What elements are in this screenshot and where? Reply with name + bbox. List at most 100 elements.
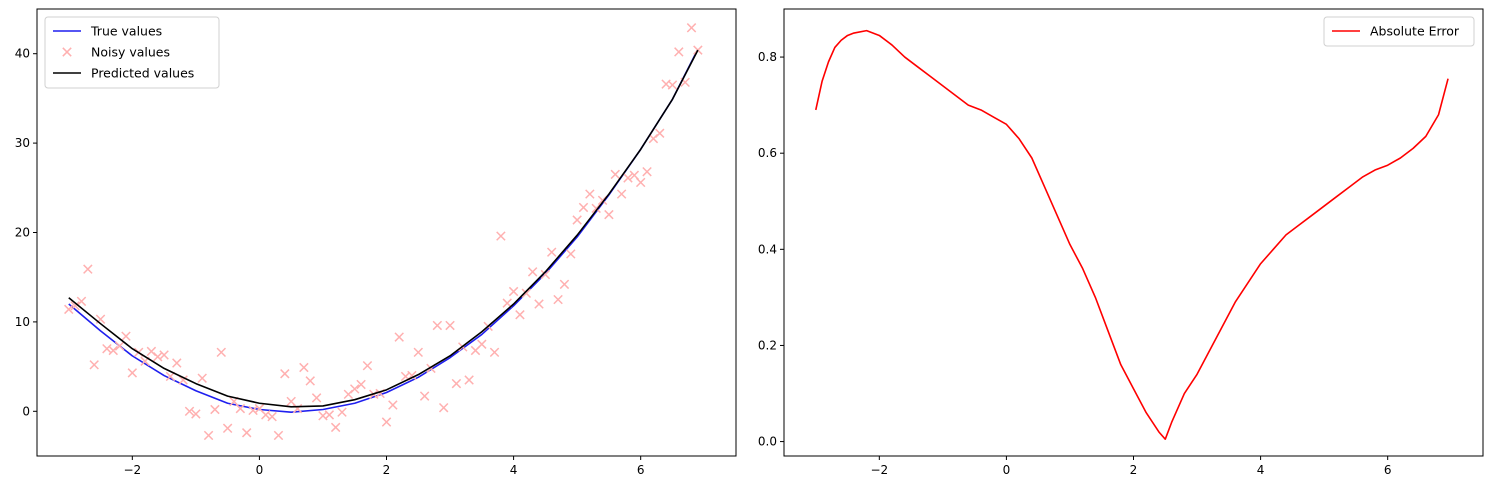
series-line	[814, 29, 1449, 440]
scatter-point	[381, 417, 392, 427]
scatter-point	[299, 362, 309, 373]
scatter-point	[241, 428, 252, 438]
scatter-point	[273, 430, 284, 441]
scatter-point	[76, 296, 87, 307]
scatter-point	[566, 249, 576, 259]
scatter-point	[438, 402, 449, 413]
scatter-point	[178, 375, 188, 385]
y-tick-label: 0	[22, 404, 30, 418]
x-tick-label: 0	[1003, 463, 1011, 477]
legend: Absolute Error	[1323, 16, 1475, 47]
scatter-point	[686, 23, 697, 33]
scatter-point	[216, 347, 227, 358]
scatter-point	[432, 320, 443, 331]
scatter-point	[445, 320, 455, 331]
scatter-point	[102, 343, 112, 354]
scatter-point	[489, 347, 500, 358]
y-tick-label: 40	[15, 47, 30, 61]
scatter-point	[388, 400, 398, 410]
scatter-point	[496, 231, 506, 241]
x-tick-label: −2	[870, 463, 888, 477]
legend-item: Noisy values	[62, 45, 170, 60]
scatter-point	[521, 288, 532, 299]
scatter-point	[267, 411, 277, 422]
legend-label: Predicted values	[91, 66, 194, 81]
legend-label: Noisy values	[91, 45, 170, 60]
scatter-point	[127, 368, 138, 378]
scatter-point	[89, 360, 99, 370]
scatter-point	[559, 279, 570, 290]
scatter-point	[210, 404, 220, 415]
series-absolute-error	[814, 29, 1449, 440]
y-tick-label: 0.8	[758, 50, 777, 64]
scatter-point	[261, 410, 271, 420]
scatter-point	[413, 347, 424, 358]
scatter-point	[585, 189, 595, 199]
scatter-point	[553, 294, 563, 305]
y-tick-label: 0.2	[758, 338, 777, 352]
legend-item: Predicted values	[53, 66, 194, 81]
scatter-point	[362, 360, 373, 371]
scatter-point	[540, 269, 551, 280]
x-tick-label: 4	[1257, 463, 1265, 477]
scatter-point	[159, 350, 169, 360]
left-plot-panel: −2 0 2 4 6 0 10 20 30 40 True values Noisy values Pr…	[15, 8, 737, 477]
right-plot-panel: −2 0 2 4 6 0.0 0.2 0.4 0.6 0.8 Absolute Error	[758, 8, 1484, 477]
x-tick-label: 4	[510, 463, 518, 477]
scatter-point	[674, 47, 684, 57]
legend-item: True values	[53, 24, 162, 39]
scatter-point	[655, 128, 665, 138]
scatter-point	[635, 177, 646, 188]
y-tick-label: 20	[15, 226, 30, 240]
scatter-point	[502, 298, 512, 308]
scatter-point	[667, 80, 678, 90]
scatter-point	[172, 358, 182, 368]
scatter-point	[534, 299, 544, 309]
scatter-point	[235, 403, 246, 414]
scatter-point	[114, 341, 125, 351]
legend-box	[1323, 16, 1475, 47]
scatter-point	[64, 304, 74, 315]
scatter-point	[184, 406, 195, 417]
legend-marker	[62, 47, 72, 57]
scatter-point	[642, 166, 652, 177]
scatter-point	[610, 169, 620, 180]
scatter-point	[527, 267, 538, 277]
x-tick-label: 6	[637, 463, 645, 477]
x-tick-label: 0	[256, 463, 264, 477]
y-tick-label: 30	[15, 136, 30, 150]
legend: True values Noisy values Predicted values	[44, 16, 220, 89]
scatter-point	[203, 430, 214, 441]
scatter-point	[349, 384, 360, 394]
scatter-point	[616, 189, 627, 199]
scatter-point	[70, 301, 80, 311]
scatter-point	[464, 375, 474, 385]
scatter-point	[356, 379, 366, 390]
scatter-point	[451, 378, 462, 389]
scatter-point	[121, 331, 131, 341]
scatter-point	[623, 173, 633, 183]
legend-item: Absolute Error	[1332, 24, 1460, 39]
scatter-point	[222, 423, 233, 434]
scatter-point	[197, 373, 207, 383]
scatter-point	[572, 215, 582, 225]
x-tick-label: −2	[123, 463, 141, 477]
scatter-point	[305, 376, 315, 386]
y-tick-label: 0.4	[758, 242, 777, 256]
x-tick-label: 2	[383, 463, 391, 477]
scatter-point	[337, 407, 347, 417]
y-tick-label: 0.6	[758, 146, 777, 160]
scatter-point	[604, 209, 614, 220]
scatter-point	[153, 352, 163, 362]
y-tick-label: 10	[15, 315, 30, 329]
series-line	[68, 48, 699, 413]
scatter-point	[508, 286, 519, 297]
scatter-point	[324, 410, 335, 420]
scatter-point	[419, 391, 430, 401]
scatter-point	[280, 369, 290, 379]
scatter-point	[83, 264, 93, 274]
legend-box	[44, 16, 220, 89]
scatter-point	[108, 345, 118, 356]
y-tick-label: 0.0	[758, 435, 777, 449]
